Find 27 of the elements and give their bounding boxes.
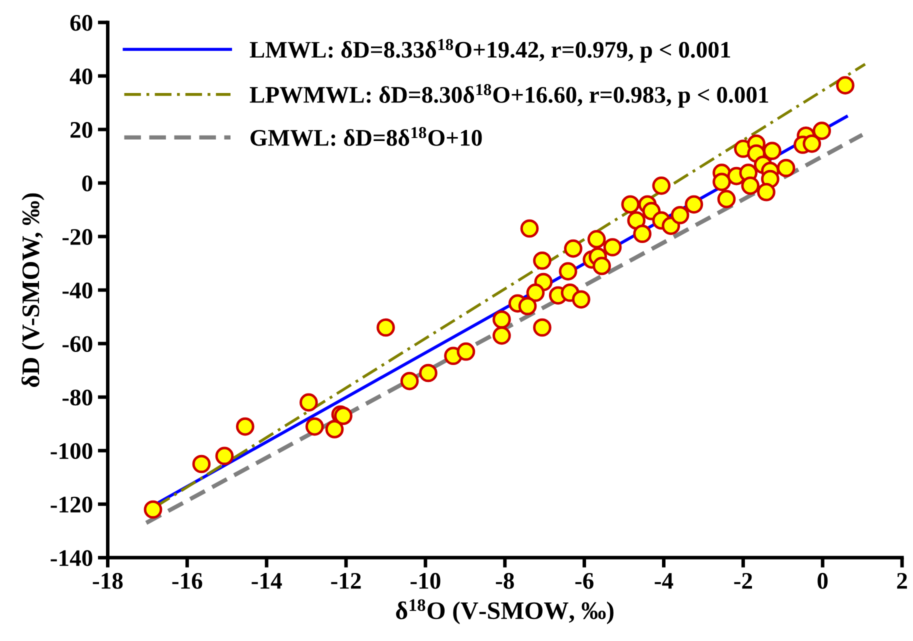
y-axis-title: δD (V-SMOW, ‰): [22, 193, 44, 387]
y-tick-label: -100: [50, 443, 92, 460]
x-tick-label: -2: [734, 573, 752, 589]
x-tick-label: -8: [496, 572, 514, 589]
x-tick-label: 2: [897, 573, 907, 589]
legend-label: LPWMWL: δD=8.30δ$^{18}$O+16.60, r=0.983, p < 0.001: [250, 84, 768, 108]
y-tick-label: -60: [62, 336, 92, 352]
x-axis-title: δ$^{18}$O (V-SMOW, ‰): [396, 599, 614, 624]
x-tick-label: -12: [331, 573, 361, 589]
x-tick-label: -6: [575, 573, 594, 589]
x-tick-label: -18: [92, 572, 123, 589]
y-tick-label: 0: [82, 175, 92, 192]
x-tick-label: -16: [172, 573, 202, 589]
legend-label: LMWL: δD=8.33δ$^{18}$O+19.42, r=0.979, p < 0.001: [250, 38, 730, 63]
y-tick-label: -140: [50, 550, 92, 566]
y-tick-label: -40: [62, 282, 92, 298]
legend-label: GMWL: δD=8δ$^{18}$O+10: [250, 127, 482, 146]
x-tick-label: 0: [818, 572, 828, 589]
y-tick-label: 60: [70, 14, 92, 31]
y-tick-label: -20: [62, 229, 92, 245]
x-tick-label: -10: [410, 572, 440, 589]
y-tick-label: 40: [70, 68, 92, 84]
x-tick-label: -4: [654, 573, 674, 589]
y-tick-label: -80: [62, 390, 92, 406]
x-tick-label: -14: [252, 573, 282, 589]
y-tick-label: -120: [50, 496, 92, 513]
y-tick-label: 20: [70, 122, 92, 138]
